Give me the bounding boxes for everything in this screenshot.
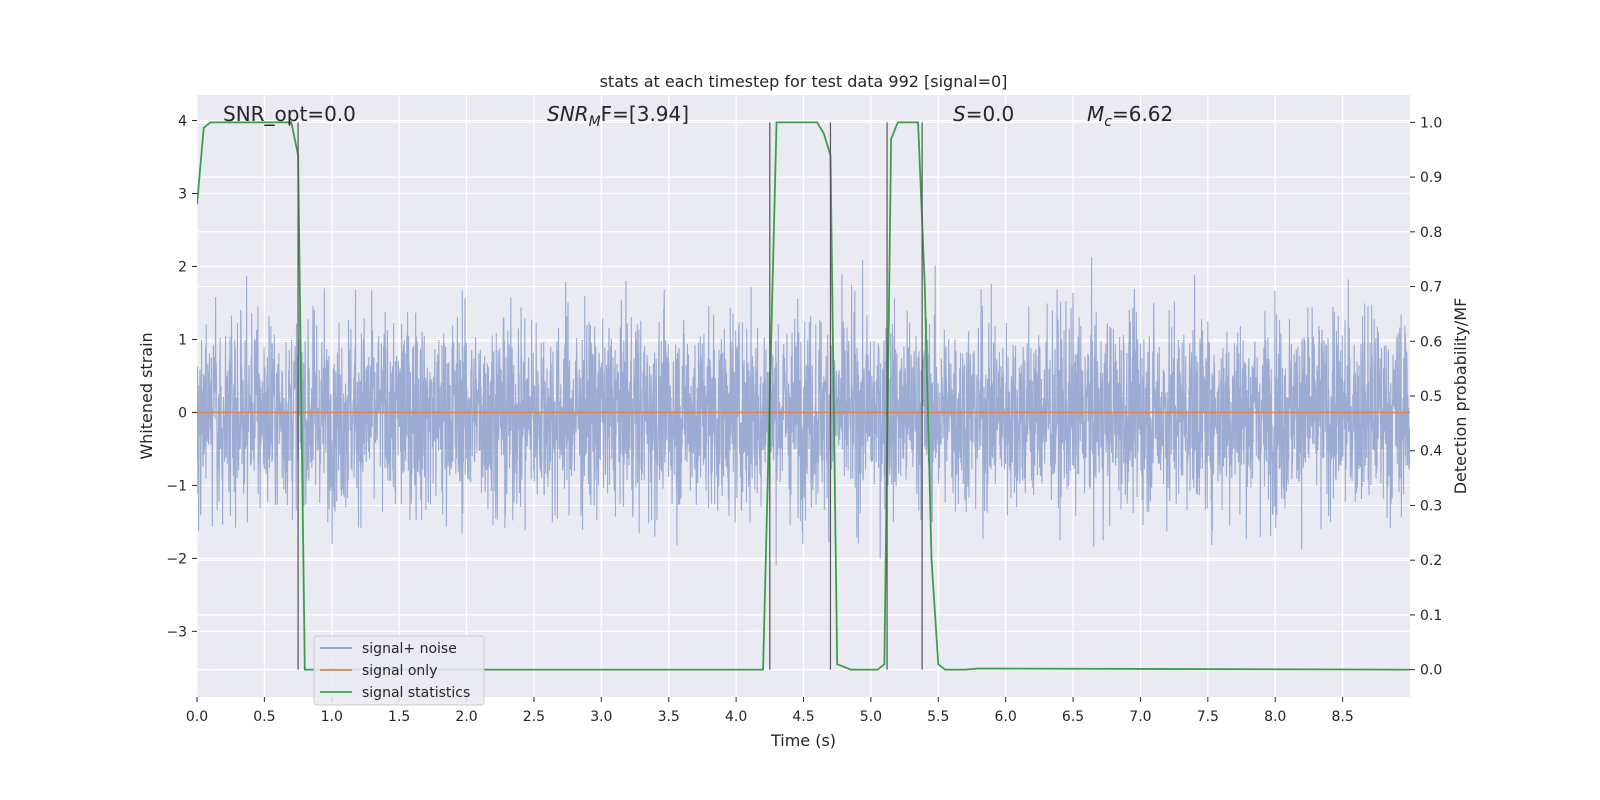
- y2-tick-label: 0.9: [1420, 170, 1442, 186]
- x-tick-label: 8.0: [1264, 709, 1286, 725]
- x-tick-label: 4.5: [792, 709, 814, 725]
- x-tick-label: 7.0: [1129, 709, 1151, 725]
- y-tick-label: 1: [178, 332, 187, 348]
- y2-tick-label: 0.4: [1420, 444, 1442, 460]
- x-tick-label: 2.5: [523, 709, 545, 725]
- y2-tick-label: 0.1: [1420, 608, 1442, 624]
- legend-entry-signal-plus-noise: signal+ noise: [362, 641, 457, 657]
- y-tick-label: −3: [166, 624, 187, 640]
- y2-tick-label: 0.3: [1420, 498, 1442, 514]
- annotation-mc-main: M: [1087, 102, 1104, 126]
- y-tick-label: 0: [178, 405, 187, 421]
- y2-tick-label: 0.0: [1420, 663, 1442, 679]
- vertical-markers: [297, 122, 923, 670]
- y-tick-label: 2: [178, 259, 187, 275]
- y2-tick-label: 0.8: [1420, 225, 1442, 241]
- annotation-snr-opt: SNR_opt=0.0: [223, 102, 356, 126]
- noise-trace: [197, 257, 1410, 566]
- x-axis-label: Time (s): [770, 731, 836, 750]
- x-tick-label: 1.0: [321, 709, 343, 725]
- x-tick-label: 5.0: [860, 709, 882, 725]
- annotation-mc-sub: c: [1104, 114, 1112, 130]
- annotation-s-main: S: [953, 102, 966, 126]
- annotation-snr-mf-sub: M: [589, 114, 601, 130]
- x-tick-label: 5.5: [927, 709, 949, 725]
- legend-box: [313, 635, 485, 706]
- y-axis-ticks: −3 −2 −1 0 1 2 3 4: [166, 114, 197, 640]
- y-tick-label: −2: [166, 551, 187, 567]
- annotation-snr-mf-rest: F=[3.94]: [601, 102, 689, 126]
- annotation-snr-mf: SNRMF=[3.94]: [547, 102, 689, 130]
- x-tick-label: 8.5: [1331, 709, 1353, 725]
- chart-title: stats at each timestep for test data 992…: [600, 72, 1008, 91]
- x-tick-label: 0.0: [186, 709, 208, 725]
- y-tick-label: 3: [178, 187, 187, 203]
- x-tick-label: 0.5: [253, 709, 275, 725]
- y2-tick-label: 0.7: [1420, 280, 1442, 296]
- legend-entry-signal-statistics: signal statistics: [362, 685, 470, 701]
- y-tick-label: 4: [178, 114, 187, 130]
- x-tick-label: 7.5: [1197, 709, 1219, 725]
- annotation-s: S=0.0: [953, 102, 1014, 126]
- annotation-snr-mf-main: SNR: [547, 102, 589, 126]
- series-signal-plus-noise: [197, 257, 1410, 566]
- x-tick-label: 1.5: [388, 709, 410, 725]
- x-tick-label: 3.5: [658, 709, 680, 725]
- x-tick-label: 2.0: [455, 709, 477, 725]
- y2-tick-label: 0.5: [1420, 389, 1442, 405]
- y2-axis-ticks: 0.0 0.1 0.2 0.3 0.4 0.5 0.6 0.7 0.8 0.9 1.0: [1410, 115, 1442, 679]
- y2-tick-label: 0.6: [1420, 334, 1442, 350]
- y-axis-label: Whitened strain: [137, 332, 156, 459]
- signal-statistics-line: [197, 121, 1410, 671]
- y2-tick-label: 1.0: [1420, 115, 1442, 131]
- x-axis-ticks: 0.0 0.5 1.0 1.5 2.0 2.5 3.0 3.5 4.0 4.5 5.0 5.5 6.0 6…: [186, 697, 1354, 725]
- x-tick-label: 3.0: [590, 709, 612, 725]
- legend: signal+ noise signal only signal statist…: [313, 635, 485, 706]
- y2-tick-label: 0.2: [1420, 553, 1442, 569]
- annotation-s-rest: =0.0: [966, 102, 1015, 126]
- x-tick-label: 6.0: [995, 709, 1017, 725]
- x-tick-label: 6.5: [1062, 709, 1084, 725]
- annotation-mc: Mc=6.62: [1087, 102, 1173, 130]
- x-tick-label: 4.0: [725, 709, 747, 725]
- series-signal-statistics: [197, 121, 1410, 671]
- annotation-mc-rest: =6.62: [1112, 102, 1173, 126]
- y2-axis-label: Detection probability/MF: [1451, 298, 1470, 495]
- y-tick-label: −1: [166, 478, 187, 494]
- legend-entry-signal-only: signal only: [362, 663, 437, 679]
